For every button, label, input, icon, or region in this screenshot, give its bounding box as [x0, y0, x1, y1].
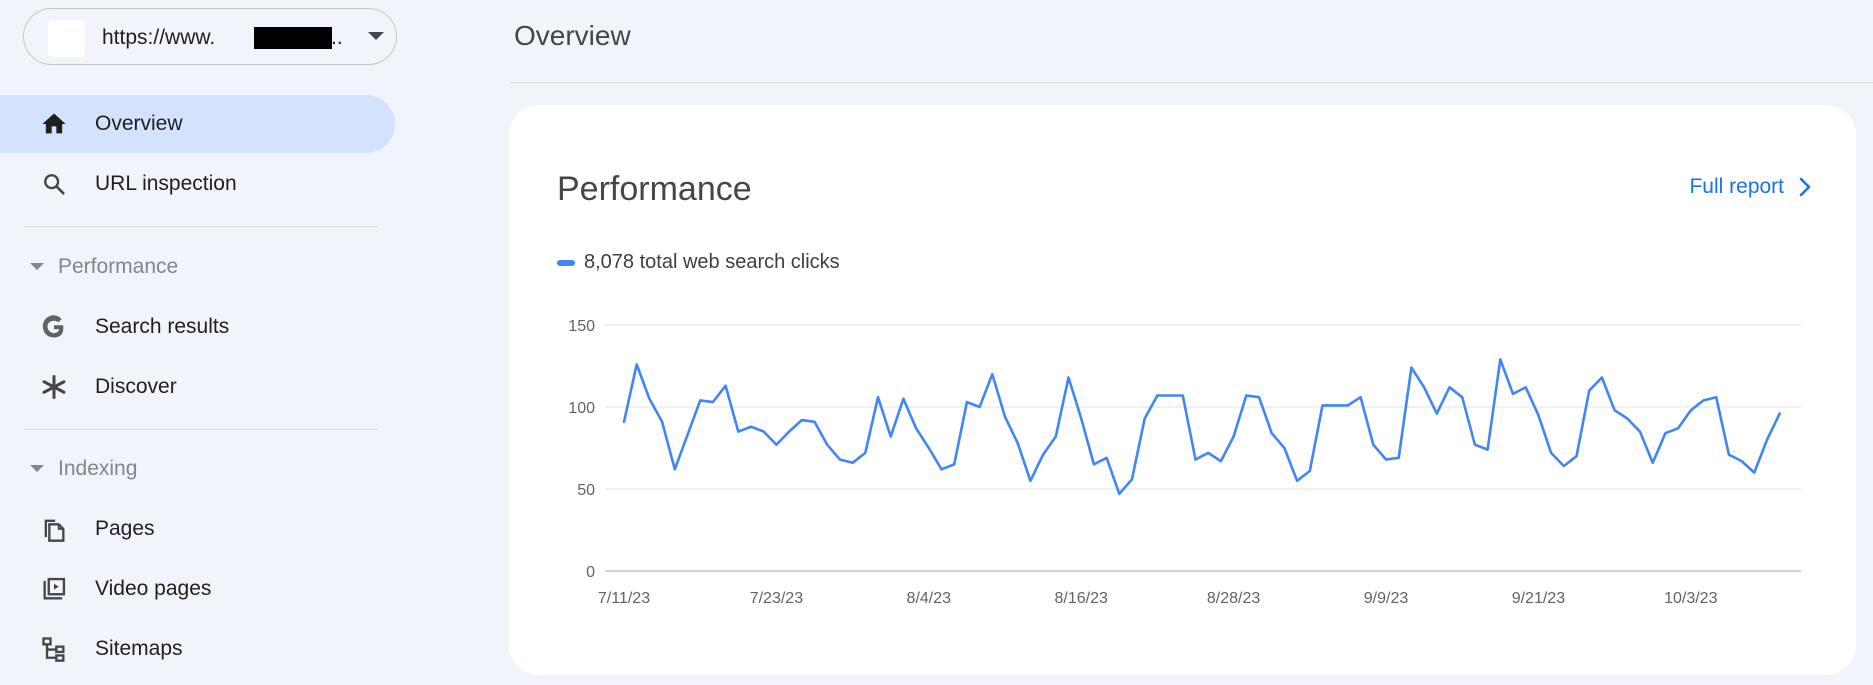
sidebar-item-overview[interactable]: Overview: [0, 95, 395, 153]
sidebar-divider: [24, 226, 378, 227]
sidebar-item-label: Discover: [95, 375, 177, 398]
sidebar-item-pages[interactable]: Pages: [0, 500, 395, 558]
sidebar-item-url-inspection[interactable]: URL inspection: [0, 155, 395, 213]
property-url: https://www.: [102, 26, 216, 49]
sidebar-item-label: Overview: [95, 112, 183, 135]
y-tick-label: 100: [568, 400, 595, 417]
full-report-label: Full report: [1689, 175, 1784, 198]
sidebar-item-label: Pages: [95, 517, 155, 540]
sidebar-item-search-results[interactable]: Search results: [0, 298, 395, 356]
legend-label: 8,078 total web search clicks: [584, 251, 840, 273]
x-tick-label: 8/4/23: [907, 590, 952, 607]
section-performance[interactable]: Performance: [0, 247, 395, 287]
sitemap-icon: [42, 637, 65, 662]
x-tick-label: 7/23/23: [750, 590, 803, 607]
pages-icon: [44, 519, 65, 542]
x-tick-label: 10/3/23: [1664, 590, 1717, 607]
property-selector[interactable]: https://www. ..: [23, 8, 397, 65]
dropdown-arrow-icon[interactable]: [368, 32, 384, 40]
chevron-right-icon: [1799, 177, 1811, 197]
search-icon: [44, 174, 65, 195]
sidebar-item-label: Search results: [95, 315, 230, 338]
sidebar-item-label: Video pages: [95, 577, 212, 600]
sidebar-divider: [24, 429, 378, 430]
chart-legend[interactable]: 8,078 total web search clicks: [557, 251, 840, 274]
section-indexing[interactable]: Indexing: [0, 449, 395, 489]
performance-card: Performance Full report 8,078 total web …: [509, 105, 1856, 675]
google-g-icon: [42, 315, 64, 338]
asterisk-icon: [42, 374, 66, 400]
section-label: Indexing: [58, 457, 138, 480]
sidebar-item-video-pages[interactable]: Video pages: [0, 560, 395, 618]
section-label: Performance: [58, 255, 179, 278]
video-pages-icon: [43, 577, 66, 600]
collapse-arrow-icon: [30, 465, 44, 472]
y-tick-label: 0: [586, 564, 595, 581]
sidebar-item-sitemaps[interactable]: Sitemaps: [0, 620, 395, 678]
y-tick-label: 150: [568, 318, 595, 335]
property-favicon: [48, 20, 85, 57]
clicks-line-chart[interactable]: 0 50 100 150 7/11/23 7/23/23 8/4/23 8/16/23 8/28…: [509, 105, 1856, 675]
legend-swatch: [557, 259, 575, 266]
home-icon: [42, 113, 66, 134]
x-tick-label: 8/16/23: [1055, 590, 1108, 607]
redacted-domain: [254, 27, 332, 49]
x-tick-label: 7/11/23: [598, 590, 650, 607]
sidebar-item-discover[interactable]: Discover: [0, 358, 395, 416]
y-tick-label: 50: [577, 482, 595, 499]
x-tick-label: 8/28/23: [1207, 590, 1260, 607]
sidebar-item-label: Sitemaps: [95, 637, 183, 660]
property-url-suffix: ..: [331, 26, 343, 49]
x-tick-label: 9/21/23: [1512, 590, 1565, 607]
series-line-clicks: [622, 358, 1781, 496]
full-report-link[interactable]: Full report: [1689, 175, 1812, 199]
card-title: Performance: [557, 170, 752, 208]
x-tick-label: 9/9/23: [1364, 590, 1409, 607]
page-title: Overview: [514, 20, 631, 51]
sidebar-item-label: URL inspection: [95, 172, 237, 195]
title-divider: [510, 82, 1873, 83]
collapse-arrow-icon: [30, 263, 44, 270]
sidebar: https://www. .. Overview URL inspection …: [0, 0, 400, 685]
